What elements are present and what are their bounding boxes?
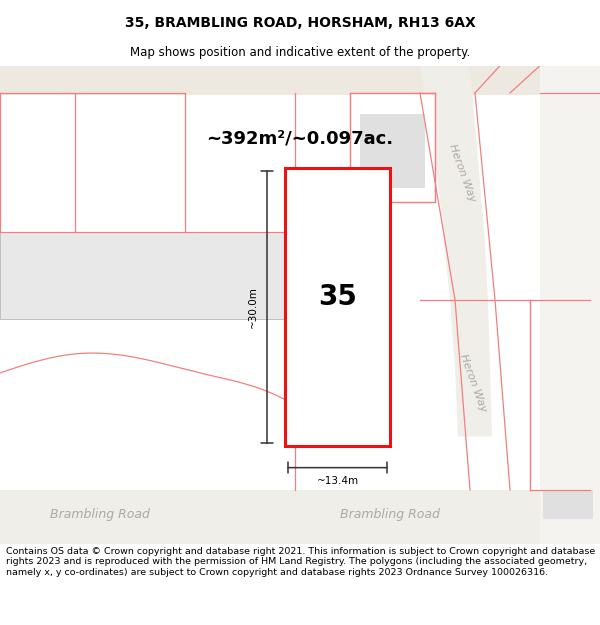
Text: Brambling Road: Brambling Road (340, 508, 440, 521)
Bar (0, 490, 600, 544)
Bar (290, 290, 385, 398)
Polygon shape (420, 66, 492, 436)
Text: ~13.4m: ~13.4m (316, 476, 359, 486)
Text: ~392m²/~0.097ac.: ~392m²/~0.097ac. (206, 130, 394, 148)
Text: Heron Way: Heron Way (447, 142, 477, 203)
Text: ~30.0m: ~30.0m (248, 286, 258, 328)
Text: Map shows position and indicative extent of the property.: Map shows position and indicative extent… (130, 46, 470, 59)
Text: Contains OS data © Crown copyright and database right 2021. This information is : Contains OS data © Crown copyright and d… (6, 547, 595, 577)
Text: Brambling Road: Brambling Road (50, 508, 150, 521)
Text: 35, BRAMBLING ROAD, HORSHAM, RH13 6AX: 35, BRAMBLING ROAD, HORSHAM, RH13 6AX (125, 16, 475, 31)
Bar (540, 66, 600, 544)
Text: Heron Way: Heron Way (458, 352, 488, 413)
Bar (350, 93, 435, 202)
Bar (285, 168, 390, 446)
FancyBboxPatch shape (0, 231, 295, 319)
Bar (543, 490, 593, 519)
Bar (360, 114, 425, 188)
Text: 35: 35 (318, 283, 357, 311)
Bar (0, 66, 600, 95)
